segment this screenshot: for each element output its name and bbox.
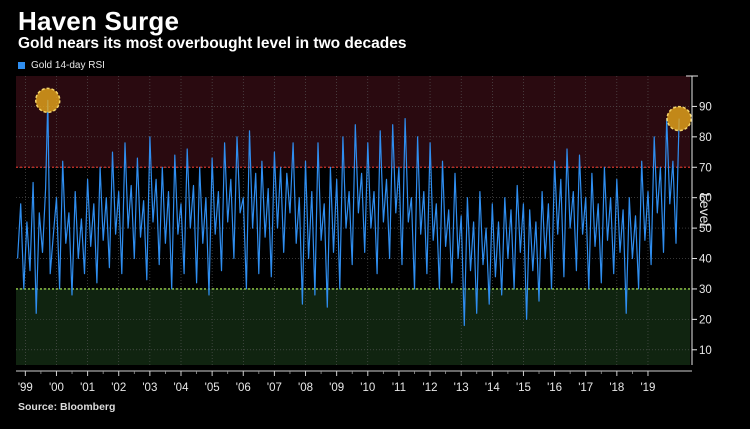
y-tick-label: 50 (699, 223, 712, 235)
y-tick-label: 70 (699, 162, 712, 174)
y-tick-label: 10 (699, 345, 712, 357)
x-tick-label: '07 (267, 382, 282, 394)
x-tick-label: '05 (205, 382, 220, 394)
x-tick-label: '00 (49, 382, 64, 394)
x-tick-label: '12 (423, 382, 438, 394)
y-tick-label: 60 (699, 193, 712, 205)
legend-label: Gold 14-day RSI (31, 60, 105, 71)
oversold-zone (16, 288, 690, 365)
x-tick-label: '09 (329, 382, 344, 394)
rsi-series-line (17, 99, 680, 327)
x-tick-label: '11 (392, 382, 406, 394)
x-tick-label: '04 (173, 382, 189, 394)
x-tick-label: '01 (80, 382, 95, 394)
highlight-circle (35, 87, 61, 114)
x-tick-label: '14 (485, 382, 501, 394)
y-tick-label: 20 (699, 314, 712, 326)
x-tick-label: '18 (609, 382, 624, 394)
x-tick-label: '17 (578, 382, 593, 394)
y-tick-label: 80 (699, 132, 712, 144)
x-tick-label: '03 (142, 382, 157, 394)
legend-swatch (18, 62, 25, 69)
x-tick-label: '06 (236, 382, 251, 394)
x-tick-label: '16 (547, 382, 562, 394)
x-tick-label: '15 (516, 382, 531, 394)
x-tick-label: '02 (111, 382, 126, 394)
chart-subtitle: Gold nears its most overbought level in … (18, 35, 407, 52)
x-tick-label: '19 (640, 382, 655, 394)
highlight-circle (666, 105, 692, 132)
y-axis-label: Level (697, 193, 713, 227)
legend: Gold 14-day RSI (18, 60, 105, 71)
overbought-zone (16, 76, 690, 168)
y-tick-label: 30 (699, 284, 712, 296)
chart-title: Haven Surge (18, 6, 180, 36)
x-tick-label: '10 (360, 382, 375, 394)
source-note: Source: Bloomberg (18, 401, 116, 413)
y-tick-label: 40 (699, 254, 712, 266)
x-tick-label: '08 (298, 382, 313, 394)
x-tick-label: '99 (18, 382, 33, 394)
y-tick-label: 90 (699, 101, 712, 113)
x-tick-label: '13 (454, 382, 469, 394)
